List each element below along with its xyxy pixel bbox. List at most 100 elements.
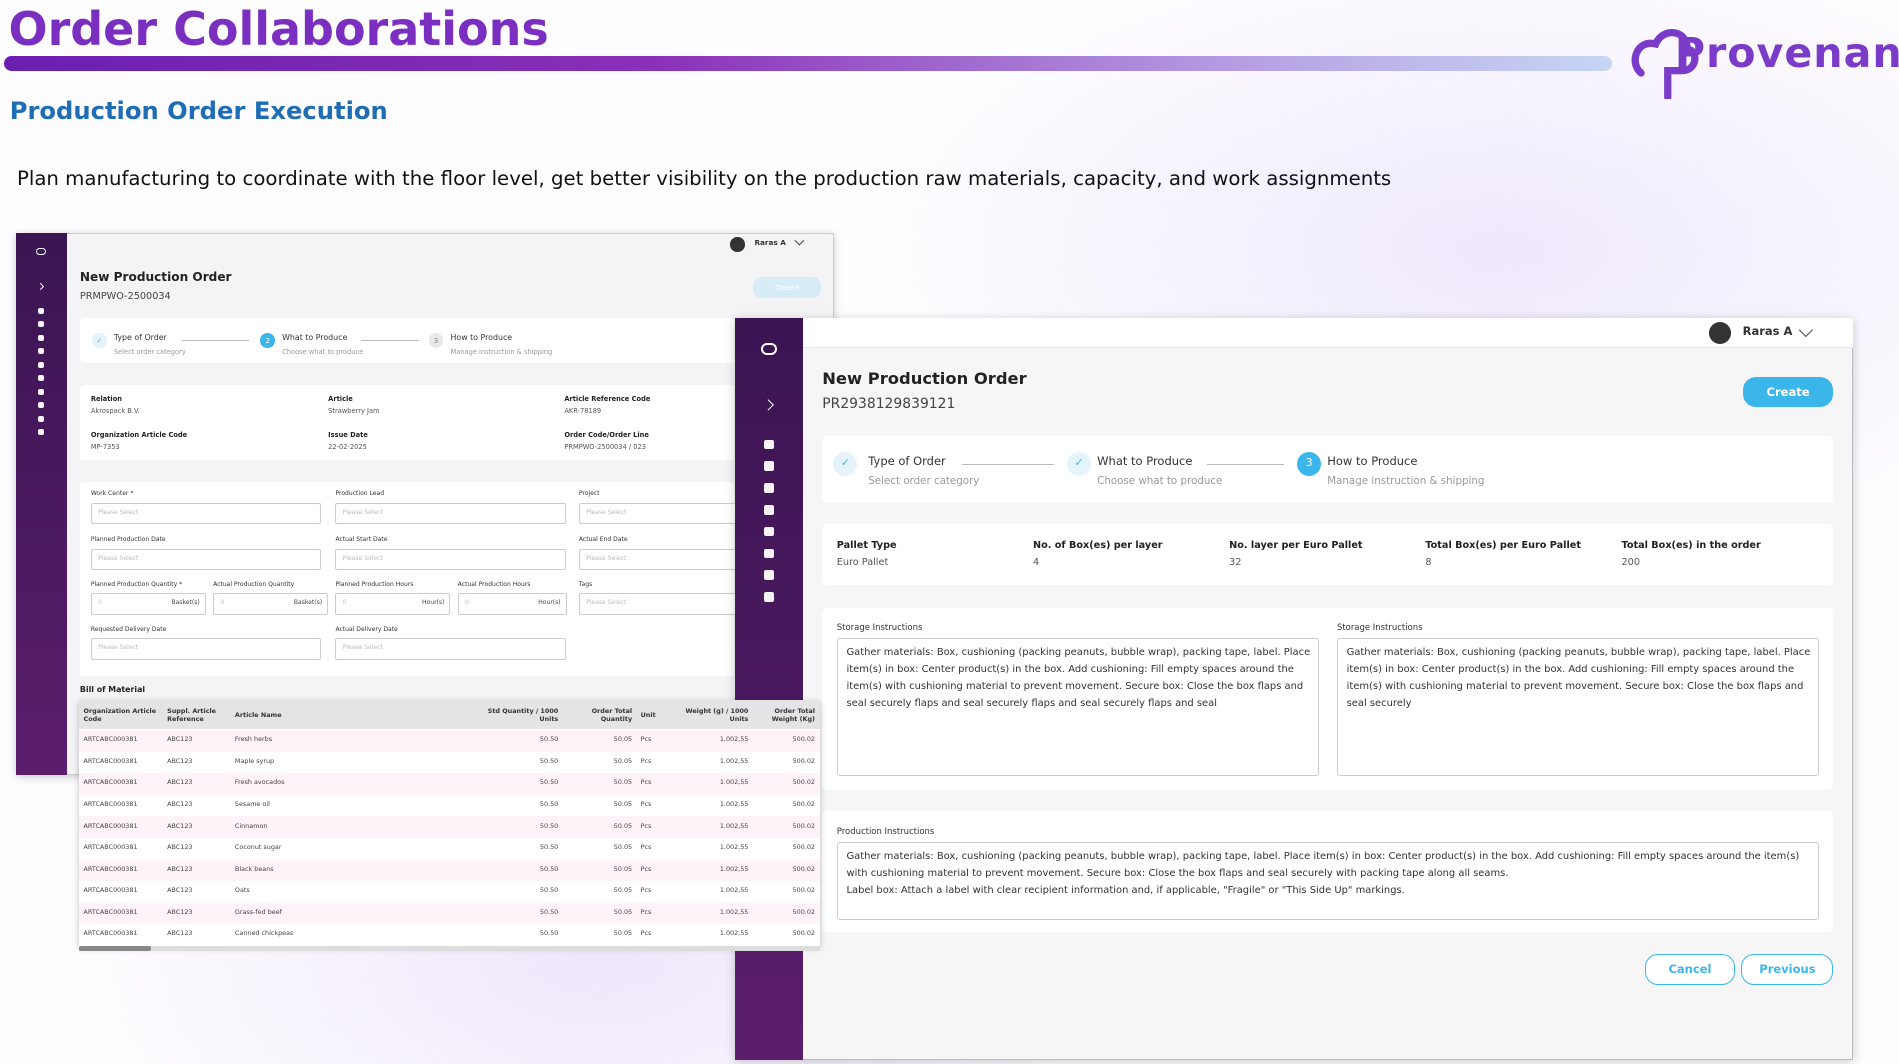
pallet-label: Total Box(es) in the order [1621, 540, 1761, 552]
table-cell: ABC123 [167, 929, 193, 938]
previous-button[interactable]: Previous [1741, 954, 1834, 985]
page-description: Plan manufacturing to coordinate with th… [16, 167, 1392, 191]
table-cell: Coconut sugar [234, 843, 282, 852]
detail-value: AKR-78189 [564, 406, 602, 415]
table-header-cell: Organization Article Code [83, 707, 157, 723]
pallet-label: No. layer per Euro Pallet [1229, 540, 1363, 552]
logo-mark [1631, 28, 1699, 101]
page-subtitle: Production Order Execution [9, 96, 388, 125]
input-placeholder: Please Select [586, 599, 627, 607]
table-cell: 50.50 [539, 907, 559, 916]
table-cell: 50.50 [539, 735, 559, 744]
input-placeholder: Please Select [98, 508, 139, 516]
input-box[interactable] [90, 548, 321, 571]
step-circle: 3 [1296, 451, 1322, 476]
user-name: Raras A [754, 237, 786, 247]
table-cell: 50.05 [613, 756, 633, 765]
table-cell: Pcs [640, 799, 652, 808]
field-label: Project [578, 490, 600, 498]
table-header-cell: Unit [640, 711, 656, 719]
table-cell: ARTCABC000381 [83, 799, 138, 808]
table-cell: 500.02 [792, 864, 815, 873]
table-cell: ARTCABC000381 [83, 929, 138, 938]
textarea-label: Storage Instructions [836, 622, 923, 633]
textarea-text: Label box: Attach a label with clear rec… [846, 884, 1405, 896]
table-cell: 1.002,55 [719, 907, 749, 916]
textarea[interactable] [836, 841, 1819, 921]
detail-label: Article [328, 394, 353, 403]
step-line [181, 340, 250, 342]
page-title: Order Collaborations [8, 2, 549, 57]
field-label: Production Lead [335, 490, 385, 498]
sidebar-icon [38, 361, 45, 368]
input-box[interactable] [335, 502, 566, 525]
field-label: Actual Production Hours [457, 581, 531, 589]
table-cell: 1.002,55 [719, 778, 749, 787]
table-cell: Maple syrup [234, 756, 275, 765]
field-label: Requested Delivery Date [90, 626, 167, 634]
step-circle: ✓ [1066, 451, 1092, 476]
create-button[interactable]: Create [753, 277, 822, 298]
details-card [79, 385, 734, 461]
step-sub: Select order category [113, 347, 186, 356]
table-cell: 500.02 [792, 799, 815, 808]
cancel-button[interactable]: Cancel [1644, 954, 1736, 985]
table-row [78, 924, 820, 946]
table-row [78, 773, 820, 795]
table-cell: 50.50 [539, 821, 559, 830]
input-box[interactable] [213, 593, 329, 616]
field-label: Planned Production Hours [335, 581, 414, 589]
pallet-value: 8 [1425, 557, 1432, 569]
user-avatar [730, 237, 745, 252]
textarea[interactable] [836, 638, 1319, 777]
detail-label: Relation [90, 394, 123, 403]
table-header-cell: Order Total Quantity [591, 707, 633, 723]
table-cell: Pcs [640, 886, 652, 895]
detail-label: Organization Article Code [90, 431, 188, 440]
table-cell: ABC123 [167, 821, 193, 830]
table-cell: 1.002,55 [719, 756, 749, 765]
table-cell: 50.05 [613, 864, 633, 873]
sidebar-icon [38, 415, 45, 422]
table-row [78, 902, 820, 925]
table-cell: 50.50 [539, 778, 559, 787]
field-label: Actual End Date [578, 536, 628, 544]
input-box[interactable] [335, 638, 566, 660]
table-cell: 1.002,55 [719, 929, 749, 938]
sidebar-icon [38, 429, 45, 436]
table-cell: Oats [234, 886, 250, 895]
step-sub: Choose what to produce [282, 347, 364, 356]
table-cell: ABC123 [167, 864, 193, 873]
step-label: How to Produce [1327, 454, 1418, 469]
step-line [1207, 463, 1284, 466]
steps-card [822, 435, 1834, 503]
step-label: Type of Order [113, 333, 167, 343]
sidebar-icon [764, 504, 774, 515]
table-cell: 50.05 [613, 821, 633, 830]
sidebar-icon [764, 526, 774, 537]
table-cell: 1.002,55 [719, 843, 749, 852]
step-sub: Manage instruction & shipping [450, 347, 553, 356]
table-cell: 50.50 [539, 864, 559, 873]
table-row [78, 859, 820, 882]
field-label: Work Center * [90, 490, 134, 498]
input-placeholder: Please Select [98, 554, 139, 562]
field-label: Planned Production Quantity * [90, 581, 183, 589]
table-cell: ARTCABC000381 [83, 864, 138, 873]
input-box[interactable] [90, 593, 206, 616]
sidebar-icon [764, 483, 774, 493]
input-box[interactable] [457, 593, 567, 616]
textarea-text: Gather materials: Box, cushioning (packi… [846, 647, 1311, 710]
sidebar-icon [764, 548, 774, 559]
sidebar-icon [38, 321, 45, 328]
input-box[interactable] [335, 593, 451, 616]
input-box[interactable] [90, 638, 321, 660]
table-cell: Canned chickpeas [234, 929, 294, 938]
field-label: Planned Production Date [90, 536, 166, 544]
user-name: Raras A [1742, 323, 1793, 338]
input-box[interactable] [90, 502, 321, 525]
input-placeholder: Please Select [98, 644, 139, 652]
create-button[interactable]: Create [1742, 376, 1834, 407]
textarea[interactable] [1336, 638, 1819, 777]
input-box[interactable] [335, 548, 566, 571]
